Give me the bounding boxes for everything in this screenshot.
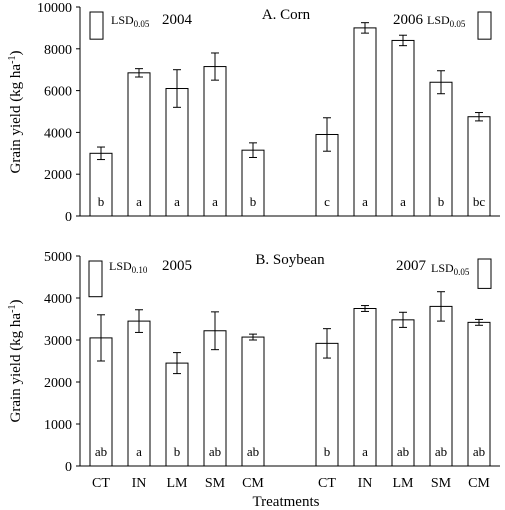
y-tick-label: 10000 [37, 1, 72, 16]
significance-letter: ab [247, 444, 259, 459]
significance-letter: a [400, 194, 406, 209]
y-tick-label: 0 [65, 460, 72, 475]
chart-panel-0: 0 2000 4000 6000 8000 10000 Grain yield (kg ha… [7, 1, 500, 225]
year-label: 2004 [162, 12, 193, 28]
bar-in-2007 [353, 308, 377, 467]
lsd-label: LSD0.10 [109, 259, 148, 275]
x-axis-label: Treatments [253, 494, 320, 510]
significance-letter: b [98, 194, 105, 209]
x-tick-label: CM [242, 476, 264, 491]
lsd-bar [89, 11, 104, 40]
x-tick-label: LM [167, 476, 189, 491]
lsd-bar [88, 260, 103, 298]
significance-letter: c [324, 194, 330, 209]
lsd-label: LSD0.05 [431, 261, 470, 277]
significance-letter: a [212, 194, 218, 209]
y-tick-label: 3000 [44, 334, 72, 349]
bar-lm-2006 [391, 39, 415, 217]
significance-letter: b [324, 444, 331, 459]
chart-panel-1: 0 1000 2000 3000 4000 5000 Grain yield (kg ha-… [7, 250, 500, 491]
y-tick-label: 4000 [44, 126, 72, 141]
significance-letter: a [362, 444, 368, 459]
x-tick-label: IN [358, 476, 373, 491]
year-label: 2007 [396, 258, 427, 274]
significance-letter: a [136, 444, 142, 459]
lsd-label: LSD0.05 [111, 13, 150, 29]
y-tick-label: 4000 [44, 292, 72, 307]
bar-in-2006 [353, 27, 377, 217]
lsd-bar [477, 11, 492, 40]
y-tick-label: 1000 [44, 418, 72, 433]
significance-letter: ab [95, 444, 107, 459]
significance-letter: bc [473, 194, 486, 209]
x-tick-label: CT [318, 476, 336, 491]
significance-letter: ab [435, 444, 447, 459]
x-tick-label: LM [393, 476, 415, 491]
significance-letter: ab [209, 444, 221, 459]
significance-letter: b [438, 194, 445, 209]
y-tick-label: 8000 [44, 43, 72, 58]
significance-letter: b [250, 194, 257, 209]
y-tick-label: 0 [65, 210, 72, 225]
panel-title: B. Soybean [255, 252, 325, 268]
significance-letter: b [174, 444, 181, 459]
y-tick-label: 5000 [44, 250, 72, 265]
significance-letter: a [362, 194, 368, 209]
lsd-label: LSD0.05 [427, 13, 466, 29]
x-tick-label: CT [92, 476, 110, 491]
y-tick-label: 6000 [44, 85, 72, 100]
y-tick-label: 2000 [44, 168, 72, 183]
significance-letter: a [174, 194, 180, 209]
significance-letter: ab [397, 444, 409, 459]
panel-title: A. Corn [262, 7, 311, 23]
significance-letter: ab [473, 444, 485, 459]
y-axis-label: Grain yield (kg ha-1) [7, 300, 24, 423]
bar-sm-2007 [429, 305, 453, 467]
x-tick-label: CM [468, 476, 490, 491]
year-label: 2005 [162, 258, 192, 274]
x-tick-label: IN [132, 476, 147, 491]
year-label: 2006 [393, 12, 424, 28]
y-axis-label: Grain yield (kg ha-1) [7, 51, 24, 174]
x-tick-label: SM [205, 476, 226, 491]
lsd-bar [477, 258, 492, 289]
x-tick-label: SM [431, 476, 452, 491]
significance-letter: a [136, 194, 142, 209]
y-tick-label: 2000 [44, 376, 72, 391]
